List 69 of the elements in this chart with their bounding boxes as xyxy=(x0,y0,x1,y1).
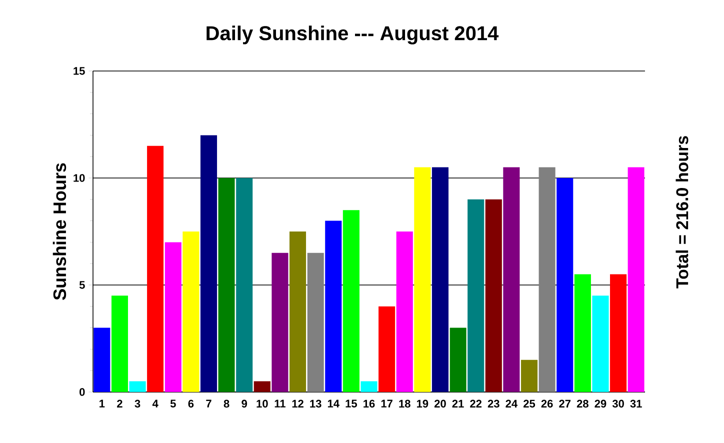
bar xyxy=(289,231,306,392)
x-tick-label: 15 xyxy=(346,400,357,408)
bar xyxy=(111,296,128,392)
bar xyxy=(218,178,235,392)
x-tick-label: 25 xyxy=(524,400,536,408)
bar xyxy=(325,220,342,392)
x-tick-label: 24 xyxy=(506,400,518,408)
x-tick-label: 12 xyxy=(292,400,304,408)
x-tick-label: 26 xyxy=(541,400,553,408)
x-tick-label: 1 xyxy=(100,400,105,408)
x-tick-label: 13 xyxy=(310,400,322,408)
x-tick-label: 22 xyxy=(470,400,482,408)
bar xyxy=(485,199,502,392)
bar xyxy=(200,135,218,392)
x-tick-label: 29 xyxy=(594,400,606,408)
bar xyxy=(360,381,378,392)
x-tick-label: 19 xyxy=(416,400,428,408)
bar xyxy=(147,146,164,392)
x-tick-label: 16 xyxy=(364,400,375,408)
bar xyxy=(307,252,324,392)
y-tick-label: 10 xyxy=(74,174,85,182)
x-tick-label: 14 xyxy=(328,400,340,408)
x-tick-label: 4 xyxy=(152,400,158,408)
bar xyxy=(129,381,146,392)
y-axis-title: Sunshine Hours xyxy=(52,163,66,300)
x-tick-label: 6 xyxy=(188,400,194,408)
x-tick-label: 17 xyxy=(381,400,392,408)
bar xyxy=(556,178,574,392)
x-tick-label: 3 xyxy=(134,400,140,408)
bar xyxy=(182,231,200,392)
bar xyxy=(592,296,609,392)
x-tick-label: 20 xyxy=(434,400,446,408)
bar xyxy=(450,328,466,392)
x-tick-label: 10 xyxy=(256,400,268,408)
bar xyxy=(574,274,591,392)
bar xyxy=(414,167,431,392)
bar xyxy=(503,167,520,392)
x-tick-label: 23 xyxy=(488,400,500,408)
x-tick-label: 5 xyxy=(170,400,176,408)
bar xyxy=(468,199,484,392)
x-tick-label: 27 xyxy=(559,400,570,408)
chart-title: Daily Sunshine --- August 2014 xyxy=(206,26,499,44)
text: Total = 216.0 hours xyxy=(676,136,688,288)
y-tick-label: 15 xyxy=(74,67,85,75)
bar xyxy=(378,306,396,392)
x-tick-label: 28 xyxy=(576,400,588,408)
x-tick-label: 2 xyxy=(117,400,122,408)
bar xyxy=(272,252,288,392)
bar xyxy=(396,231,413,392)
x-tick-label: 21 xyxy=(452,400,464,408)
bar xyxy=(342,210,360,392)
bar xyxy=(164,242,182,392)
x-tick-label: 31 xyxy=(630,400,642,408)
bar xyxy=(94,328,110,392)
y-tick-label: 5 xyxy=(79,281,85,289)
x-tick-label: 8 xyxy=(224,400,230,408)
x-tick-label: 30 xyxy=(612,400,624,408)
bar xyxy=(236,178,253,392)
bar xyxy=(610,274,627,392)
bar xyxy=(628,167,644,392)
y-tick-label: 0 xyxy=(80,388,85,396)
x-tick-label: 11 xyxy=(274,400,286,408)
bar xyxy=(432,167,449,392)
bar xyxy=(520,360,538,392)
x-tick-label: 18 xyxy=(399,400,410,408)
x-tick-label: 9 xyxy=(242,400,248,408)
bar xyxy=(538,167,556,392)
x-tick-label: 7 xyxy=(206,400,212,408)
bar xyxy=(254,381,270,392)
